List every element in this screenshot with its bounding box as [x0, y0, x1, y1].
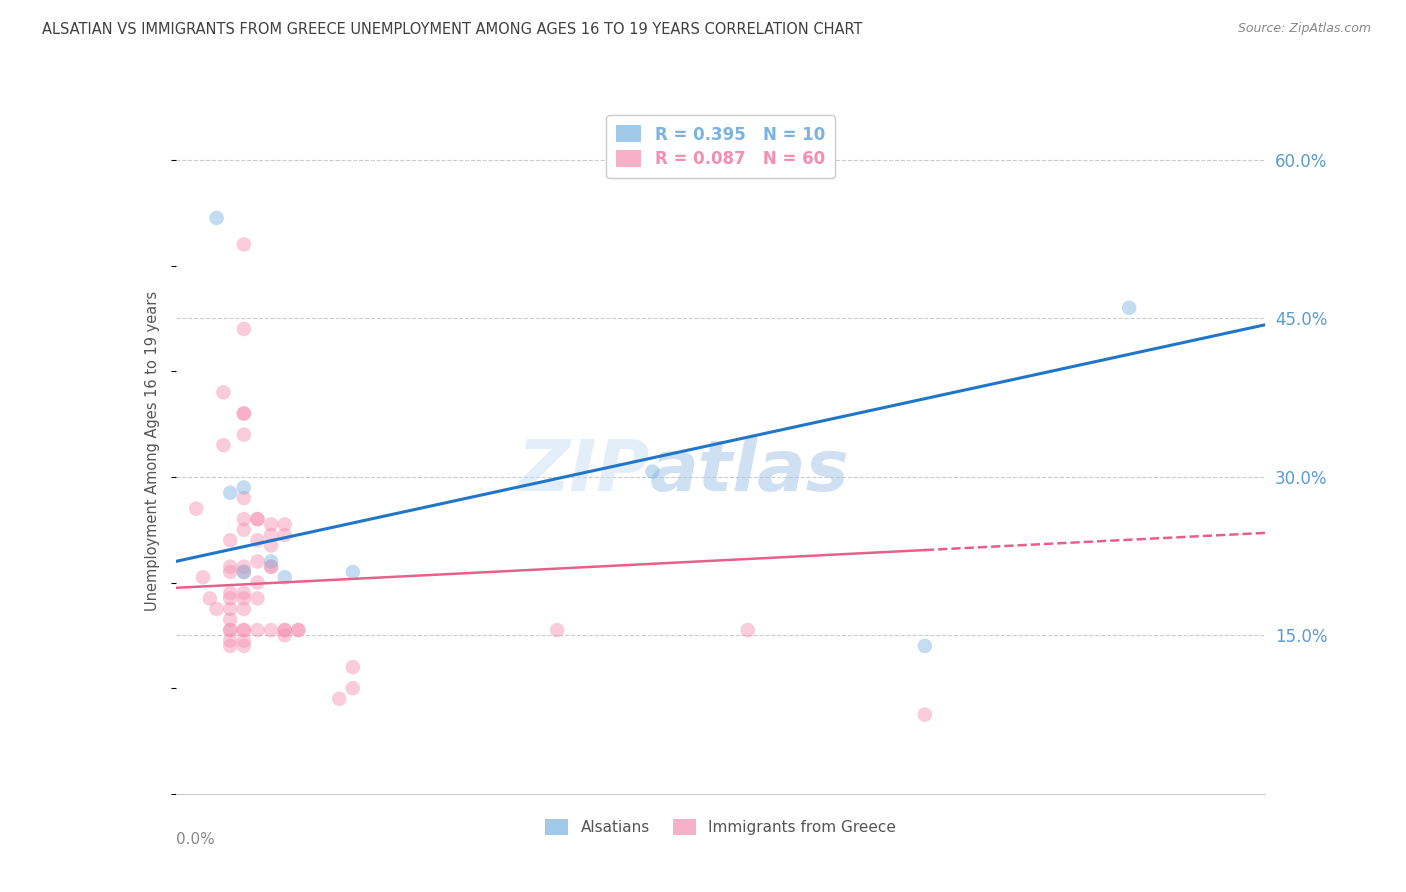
- Point: [219, 639, 242, 653]
- Point: [198, 591, 221, 606]
- Point: [274, 623, 297, 637]
- Point: [1118, 301, 1140, 315]
- Point: [260, 559, 283, 574]
- Point: [246, 554, 269, 568]
- Point: [260, 517, 283, 532]
- Text: ZIP: ZIP: [517, 436, 650, 506]
- Point: [342, 681, 364, 696]
- Point: [232, 639, 254, 653]
- Point: [232, 623, 254, 637]
- Point: [219, 623, 242, 637]
- Point: [219, 533, 242, 548]
- Point: [246, 512, 269, 526]
- Text: Source: ZipAtlas.com: Source: ZipAtlas.com: [1237, 22, 1371, 36]
- Point: [219, 591, 242, 606]
- Point: [246, 512, 269, 526]
- Point: [232, 237, 254, 252]
- Point: [191, 570, 214, 584]
- Point: [205, 602, 228, 616]
- Text: ALSATIAN VS IMMIGRANTS FROM GREECE UNEMPLOYMENT AMONG AGES 16 TO 19 YEARS CORREL: ALSATIAN VS IMMIGRANTS FROM GREECE UNEMP…: [42, 22, 863, 37]
- Point: [737, 623, 759, 637]
- Point: [287, 623, 309, 637]
- Point: [328, 691, 350, 706]
- Point: [219, 586, 242, 600]
- Point: [274, 628, 297, 642]
- Point: [260, 528, 283, 542]
- Point: [287, 623, 309, 637]
- Point: [232, 565, 254, 579]
- Point: [274, 517, 297, 532]
- Point: [260, 539, 283, 553]
- Point: [260, 623, 283, 637]
- Point: [260, 554, 283, 568]
- Point: [232, 407, 254, 421]
- Y-axis label: Unemployment Among Ages 16 to 19 years: Unemployment Among Ages 16 to 19 years: [145, 291, 160, 610]
- Point: [219, 485, 242, 500]
- Point: [232, 559, 254, 574]
- Point: [232, 602, 254, 616]
- Point: [246, 623, 269, 637]
- Point: [219, 613, 242, 627]
- Point: [232, 322, 254, 336]
- Text: 0.0%: 0.0%: [176, 831, 215, 847]
- Point: [219, 602, 242, 616]
- Point: [232, 633, 254, 648]
- Point: [274, 570, 297, 584]
- Legend: Alsatians, Immigrants from Greece: Alsatians, Immigrants from Greece: [540, 813, 901, 841]
- Point: [246, 533, 269, 548]
- Point: [232, 591, 254, 606]
- Point: [274, 623, 297, 637]
- Point: [246, 591, 269, 606]
- Point: [232, 565, 254, 579]
- Point: [212, 385, 235, 400]
- Point: [232, 407, 254, 421]
- Point: [274, 528, 297, 542]
- Text: atlas: atlas: [650, 436, 849, 506]
- Point: [232, 512, 254, 526]
- Point: [641, 465, 664, 479]
- Point: [212, 438, 235, 452]
- Point: [219, 633, 242, 648]
- Point: [186, 501, 208, 516]
- Point: [260, 559, 283, 574]
- Point: [342, 565, 364, 579]
- Point: [546, 623, 568, 637]
- Point: [205, 211, 228, 225]
- Point: [232, 491, 254, 505]
- Point: [219, 559, 242, 574]
- Point: [232, 480, 254, 494]
- Point: [914, 707, 936, 722]
- Point: [342, 660, 364, 674]
- Point: [219, 565, 242, 579]
- Point: [246, 575, 269, 590]
- Point: [914, 639, 936, 653]
- Point: [232, 623, 254, 637]
- Point: [232, 586, 254, 600]
- Point: [219, 623, 242, 637]
- Point: [232, 523, 254, 537]
- Point: [232, 427, 254, 442]
